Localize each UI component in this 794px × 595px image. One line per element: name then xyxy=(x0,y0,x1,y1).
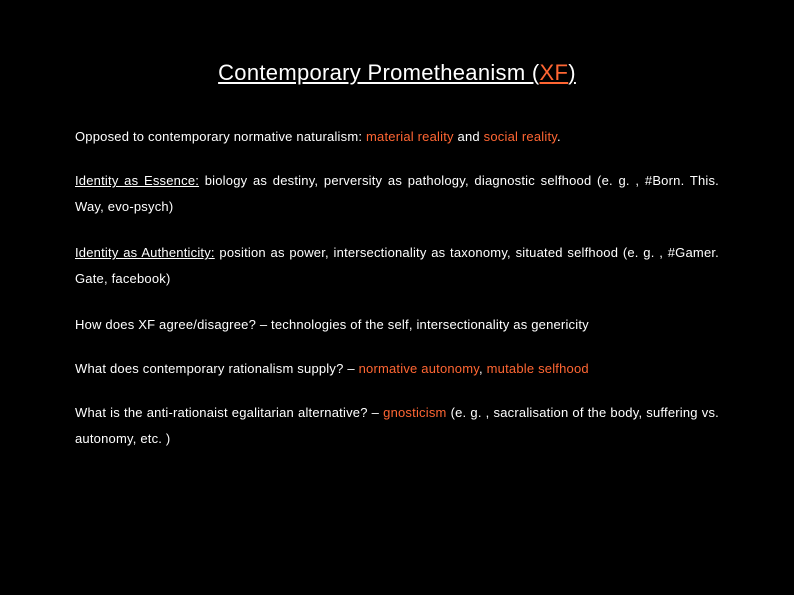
p6-text-b: gnosticism xyxy=(383,405,450,420)
paragraph-4: How does XF agree/disagree? – technologi… xyxy=(75,312,719,338)
p4-text: How does XF agree/disagree? – technologi… xyxy=(75,317,589,332)
p5-text-d: mutable selfhood xyxy=(487,361,589,376)
title-highlight: XF xyxy=(540,60,569,85)
p6-text-a: What is the anti-rationaist egalitarian … xyxy=(75,405,383,420)
p5-text-a: What does contemporary rationalism suppl… xyxy=(75,361,359,376)
p2-heading: Identity as Essence: xyxy=(75,173,199,188)
p1-text-a: Opposed to contemporary normative natura… xyxy=(75,129,366,144)
p1-text-c: and xyxy=(458,129,484,144)
p3-heading: Identity as Authenticity: xyxy=(75,245,215,260)
p5-text-b: normative autonomy xyxy=(359,361,479,376)
paragraph-3: Identity as Authenticity: position as po… xyxy=(75,240,719,292)
slide-body: Opposed to contemporary normative natura… xyxy=(75,124,719,452)
p1-text-d: social reality xyxy=(484,129,557,144)
paragraph-2: Identity as Essence: biology as destiny,… xyxy=(75,168,719,220)
slide-title: Contemporary Prometheanism (XF) xyxy=(75,60,719,86)
paragraph-5: What does contemporary rationalism suppl… xyxy=(75,356,719,382)
title-suffix: ) xyxy=(568,60,576,85)
p1-text-e: . xyxy=(557,129,561,144)
paragraph-1: Opposed to contemporary normative natura… xyxy=(75,124,719,150)
p1-text-b: material reality xyxy=(366,129,458,144)
title-prefix: Contemporary Prometheanism ( xyxy=(218,60,539,85)
slide: Contemporary Prometheanism (XF) Opposed … xyxy=(0,0,794,595)
paragraph-6: What is the anti-rationaist egalitarian … xyxy=(75,400,719,452)
p5-text-c: , xyxy=(479,361,487,376)
